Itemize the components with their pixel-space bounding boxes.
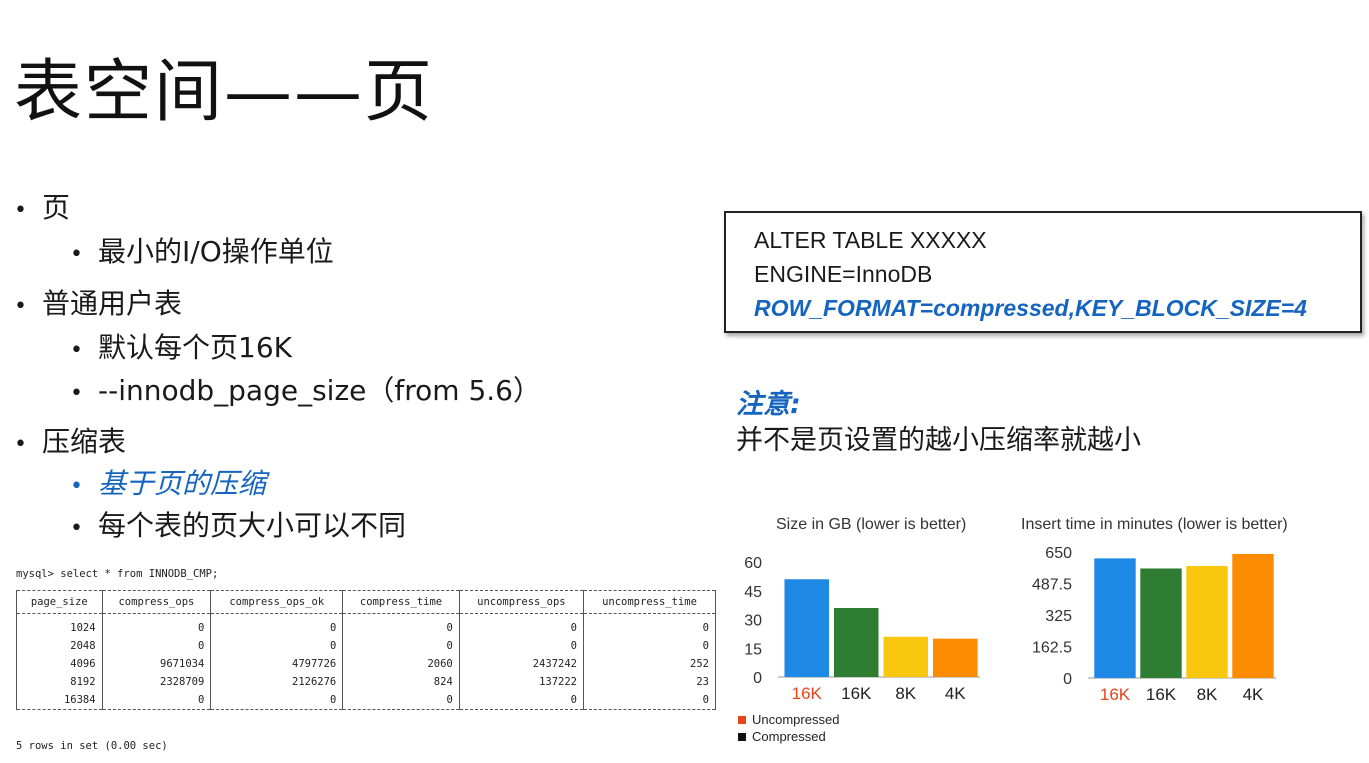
column-header: uncompress_ops xyxy=(458,590,585,614)
table-cell: 0 xyxy=(583,637,716,655)
bar-16k-1 xyxy=(1140,568,1182,678)
mysql-output: mysql> select * from INNODB_CMP; page_si… xyxy=(14,564,716,759)
table-cell: 0 xyxy=(210,637,344,655)
size-bar-chart: 60 45 30 15 0 16K 16K 8K 4K xyxy=(744,555,980,703)
table-cell: 0 xyxy=(342,691,460,710)
table-cell: 824 xyxy=(342,673,460,691)
table-cell: 9671034 xyxy=(101,655,212,673)
insert-time-bar-chart: 650 487.5 325 162.5 0 16K 16K 8K 4K xyxy=(1032,545,1276,704)
table-cell: 252 xyxy=(583,655,716,673)
y-tick-label: 60 xyxy=(744,555,762,572)
legend-swatch-compressed xyxy=(738,733,746,741)
note-label: 注意: xyxy=(736,389,801,420)
innodb-cmp-table: page_size compress_ops compress_ops_ok c… xyxy=(16,590,716,710)
bar-16k-0 xyxy=(1094,558,1136,678)
table-cell: 0 xyxy=(101,613,212,637)
sql-line-alter: ALTER TABLE XXXXX xyxy=(754,227,987,253)
bar-16k-0 xyxy=(784,579,830,677)
table-cell: 0 xyxy=(101,691,212,710)
table-cell: 0 xyxy=(458,691,585,710)
bullet-min-io-unit: • 最小的I/O操作单位 xyxy=(70,235,334,268)
table-row: 8192 2328709 2126276 824 137222 23 xyxy=(16,673,716,691)
table-cell: 1024 xyxy=(16,613,103,637)
x-tick-label: 8K xyxy=(1197,685,1218,704)
table-cell: 2048 xyxy=(16,637,103,655)
x-tick-label: 16K xyxy=(841,684,872,703)
bullet-normal-table: • 普通用户表 xyxy=(14,287,183,320)
y-tick-label: 45 xyxy=(744,584,762,601)
sql-code-box: ALTER TABLE XXXXX ENGINE=InnoDB ROW_FORM… xyxy=(724,211,1362,333)
table-cell: 4797726 xyxy=(210,655,344,673)
table-cell: 0 xyxy=(210,613,344,637)
table-cell: 2437242 xyxy=(458,655,585,673)
table-cell: 0 xyxy=(101,637,212,655)
y-tick-label: 487.5 xyxy=(1032,577,1072,594)
table-cell: 2060 xyxy=(342,655,460,673)
table-cell: 0 xyxy=(458,637,585,655)
table-cell: 0 xyxy=(583,613,716,637)
table-row: 4096 9671034 4797726 2060 2437242 252 xyxy=(16,655,716,673)
x-tick-label: 4K xyxy=(945,684,966,703)
page-title: 表空间——页 xyxy=(14,53,435,132)
x-tick-label: 8K xyxy=(895,684,916,703)
y-tick-label: 325 xyxy=(1045,608,1072,625)
sql-line-row-format: ROW_FORMAT=compressed,KEY_BLOCK_SIZE=4 xyxy=(754,295,1307,321)
legend-compressed: Compressed xyxy=(738,729,826,744)
table-row: 2048 0 0 0 0 0 xyxy=(16,637,716,655)
bullet-page: • 页 xyxy=(14,191,71,224)
bullet-default-16k: • 默认每个页16K xyxy=(70,331,292,364)
table-cell: 137222 xyxy=(458,673,585,691)
x-tick-label: 16K xyxy=(792,684,823,703)
table-row: 1024 0 0 0 0 0 xyxy=(16,613,716,637)
table-cell: 4096 xyxy=(16,655,103,673)
table-cell: 0 xyxy=(583,691,716,710)
note-text: 并不是页设置的越小压缩率就越小 xyxy=(736,425,1141,456)
sql-line-engine: ENGINE=InnoDB xyxy=(754,261,933,287)
bullet-page-compression: • 基于页的压缩 xyxy=(70,467,267,500)
column-header: compress_ops_ok xyxy=(210,590,344,614)
bullet-compressed-table: • 压缩表 xyxy=(14,425,127,458)
bar-4k-3 xyxy=(1232,553,1274,678)
table-cell: 8192 xyxy=(16,673,103,691)
chart-title-insert-time: Insert time in minutes (lower is better) xyxy=(1021,516,1288,533)
column-header: page_size xyxy=(16,590,103,614)
bar-4k-3 xyxy=(932,638,978,677)
table-cell: 0 xyxy=(342,637,460,655)
column-header: compress_ops xyxy=(101,590,212,614)
bullet-innodb-page-size: • --innodb_page_size（from 5.6） xyxy=(70,374,541,407)
bar-8k-2 xyxy=(883,636,929,677)
x-tick-label: 16K xyxy=(1100,685,1131,704)
y-tick-label: 0 xyxy=(753,670,762,687)
column-header: uncompress_time xyxy=(583,590,716,614)
legend-swatch-uncompressed xyxy=(738,716,746,724)
y-tick-label: 15 xyxy=(744,641,762,658)
table-cell: 16384 xyxy=(16,691,103,710)
y-tick-label: 162.5 xyxy=(1032,640,1072,657)
y-tick-label: 0 xyxy=(1063,671,1072,688)
y-tick-label: 650 xyxy=(1045,545,1072,562)
table-cell: 2328709 xyxy=(101,673,212,691)
table-cell: 23 xyxy=(583,673,716,691)
bar-16k-1 xyxy=(833,608,879,677)
bullet-page-size-differ: • 每个表的页大小可以不同 xyxy=(70,509,407,542)
table-cell: 2126276 xyxy=(210,673,344,691)
legend-uncompressed: Uncompressed xyxy=(738,712,839,727)
table-cell: 0 xyxy=(458,613,585,637)
x-tick-label: 16K xyxy=(1146,685,1177,704)
mysql-footer: 5 rows in set (0.00 sec) xyxy=(16,740,168,752)
x-tick-label: 4K xyxy=(1243,685,1264,704)
chart-title-size: Size in GB (lower is better) xyxy=(776,516,967,533)
column-header: compress_time xyxy=(342,590,460,614)
table-cell: 0 xyxy=(342,613,460,637)
mysql-command: mysql> select * from INNODB_CMP; xyxy=(16,568,219,580)
table-cell: 0 xyxy=(210,691,344,710)
table-row: 16384 0 0 0 0 0 xyxy=(16,691,716,710)
y-tick-label: 30 xyxy=(744,613,762,630)
bar-8k-2 xyxy=(1186,565,1228,678)
